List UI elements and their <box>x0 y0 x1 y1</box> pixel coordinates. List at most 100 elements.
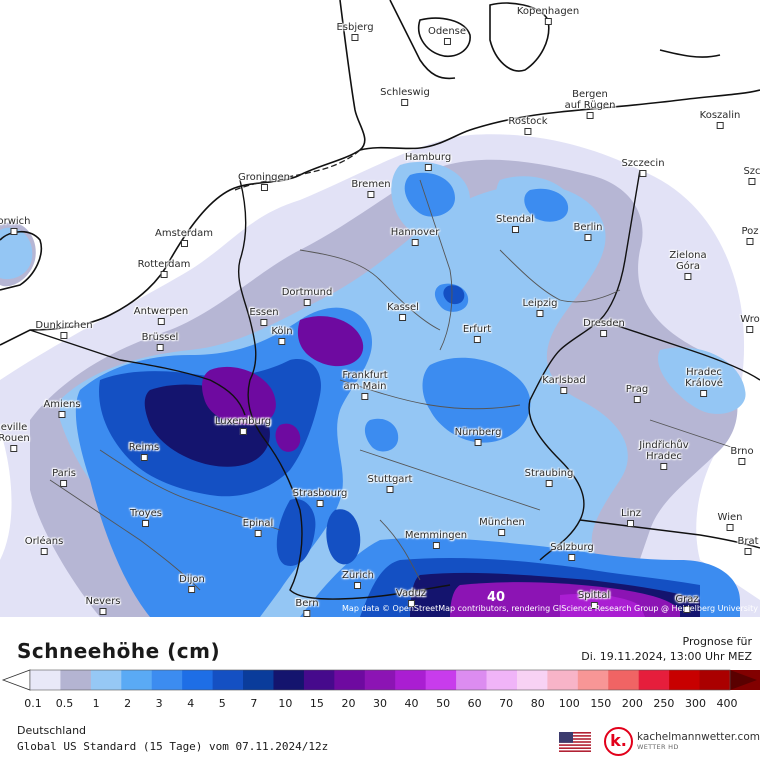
color-scale-tick: 50 <box>436 697 451 710</box>
color-scale-tick: 150 <box>590 697 612 710</box>
color-scale-segment <box>60 670 92 690</box>
city-label: Reims <box>129 442 159 461</box>
color-scale-tick: 200 <box>621 697 643 710</box>
city-marker-icon <box>303 299 311 306</box>
color-scale-segment <box>425 670 457 690</box>
model-label: Global US Standard (15 Tage) vom 07.11.2… <box>17 740 329 753</box>
city-marker-icon <box>726 524 734 531</box>
city-marker-icon <box>239 428 247 435</box>
city-label: Leipzig <box>522 298 558 317</box>
city-marker-icon <box>748 178 756 185</box>
color-scale-segment <box>90 670 122 690</box>
color-scale-segment <box>547 670 579 690</box>
city-marker-icon <box>254 530 262 537</box>
city-marker-icon <box>60 480 68 487</box>
city-marker-icon <box>474 439 482 446</box>
city-marker-icon <box>738 458 746 465</box>
city-marker-icon <box>399 314 407 321</box>
kachelmann-logo-icon[interactable]: k. <box>604 727 633 756</box>
city-label: Paris <box>52 468 76 487</box>
city-marker-icon <box>639 170 647 177</box>
color-scale-tick: 80 <box>530 697 545 710</box>
color-scale-tick: 15 <box>309 697 324 710</box>
city-label: Berlin <box>573 222 603 241</box>
city-label: Kopenhagen <box>517 6 579 25</box>
city-marker-icon <box>424 164 432 171</box>
city-label: Epinal <box>243 518 273 537</box>
city-marker-icon <box>354 582 362 589</box>
city-marker-icon <box>411 239 419 246</box>
color-scale-tick: 0.5 <box>55 697 74 710</box>
city-marker-icon <box>600 330 608 337</box>
city-marker-icon <box>316 500 324 507</box>
city-label: Brno <box>730 446 754 465</box>
color-scale-tick: 7 <box>250 697 258 710</box>
brand-name[interactable]: kachelmannwetter.com <box>637 731 760 743</box>
color-scale-segment <box>303 670 335 690</box>
city-marker-icon <box>560 387 568 394</box>
color-scale-segment <box>669 670 701 690</box>
city-label: Salzburg <box>550 542 594 561</box>
city-label: Frankfurt am Main <box>342 370 388 400</box>
us-flag-icon[interactable] <box>559 732 591 752</box>
city-label: Brat <box>737 536 759 555</box>
city-label: Spittal <box>578 590 610 609</box>
city-label: Hannover <box>391 227 439 246</box>
city-label: Dresden <box>583 318 625 337</box>
city-marker-icon <box>58 411 66 418</box>
color-scale-segment <box>516 670 548 690</box>
city-label: Amiens <box>43 399 81 418</box>
city-marker-icon <box>536 310 544 317</box>
city-label: eville Rouen <box>0 422 30 452</box>
color-scale-tick: 300 <box>684 697 706 710</box>
city-label: Zürich <box>342 570 374 589</box>
city-label: Rostock <box>508 116 548 135</box>
city-label: Strasbourg <box>293 488 347 507</box>
color-scale-segment <box>30 670 61 690</box>
forecast-label: Prognose für <box>682 635 753 648</box>
city-label: Zielona Góra <box>669 250 707 280</box>
city-marker-icon <box>684 273 692 280</box>
color-scale-segment <box>699 670 731 690</box>
color-scale-tick: 100 <box>558 697 580 710</box>
color-scale-tick: 20 <box>341 697 356 710</box>
city-marker-icon <box>746 326 754 333</box>
city-marker-icon <box>633 396 641 403</box>
color-scale-bar <box>1 669 760 691</box>
snow-depth-map[interactable]: Esbjerg Odense Kopenhagen Schleswig Bergen au… <box>0 0 760 617</box>
city-marker-icon <box>386 486 394 493</box>
city-label: Dunkirchen <box>35 320 93 339</box>
city-label: Stendal <box>496 214 534 233</box>
city-marker-icon <box>744 548 752 555</box>
city-marker-icon <box>683 606 691 613</box>
city-marker-icon <box>180 240 188 247</box>
city-marker-icon <box>99 608 107 615</box>
city-marker-icon <box>401 99 409 106</box>
city-marker-icon <box>303 610 311 617</box>
brand-sub: WETTER HD <box>637 743 679 751</box>
city-marker-icon <box>260 319 268 326</box>
city-marker-icon <box>140 454 148 461</box>
city-label: München <box>479 517 525 536</box>
city-label: Wien <box>718 512 742 531</box>
city-marker-icon <box>584 234 592 241</box>
city-label: Köln <box>271 326 293 345</box>
city-marker-icon <box>157 318 165 325</box>
color-scale-segment <box>151 670 183 690</box>
city-label: Antwerpen <box>134 306 188 325</box>
city-marker-icon <box>188 586 196 593</box>
city-label: Stuttgart <box>368 474 412 493</box>
city-marker-icon <box>351 34 359 41</box>
city-label: Vaduz <box>396 588 426 607</box>
city-label: Amsterdam <box>155 228 213 247</box>
color-scale-segment <box>577 670 609 690</box>
city-marker-icon <box>142 520 150 527</box>
city-label: Bergen auf Rügen <box>565 89 615 119</box>
city-label: Brüssel <box>142 332 178 351</box>
city-label: Wro <box>740 314 760 333</box>
color-scale-segment <box>212 670 244 690</box>
city-label: Linz <box>621 508 641 527</box>
city-marker-icon <box>716 122 724 129</box>
city-label: Straubing <box>525 468 573 487</box>
city-marker-icon <box>10 228 18 235</box>
